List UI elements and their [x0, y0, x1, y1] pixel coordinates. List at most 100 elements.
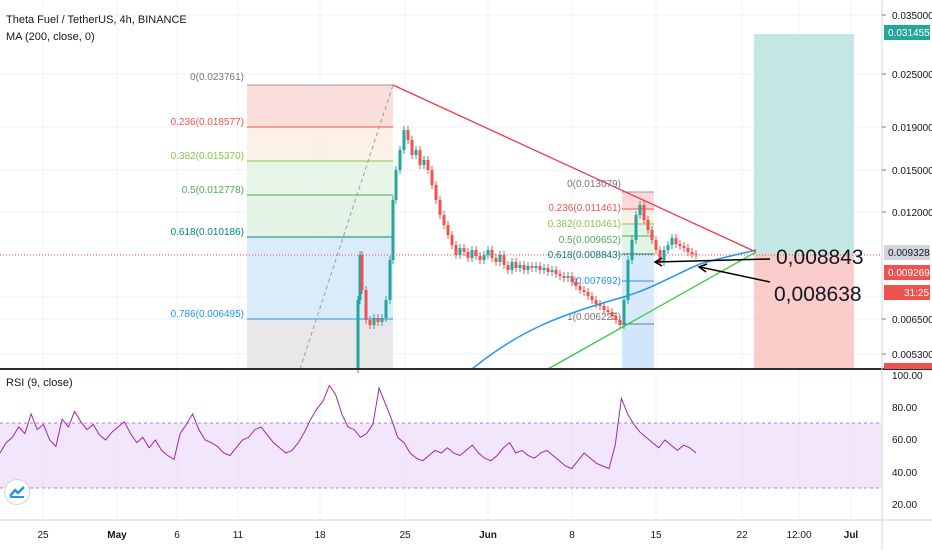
candle-body — [550, 270, 554, 272]
rsi-legend[interactable]: RSI (9, close) — [6, 377, 73, 389]
candle-body — [690, 252, 694, 254]
candle-body — [418, 150, 422, 165]
fib-left-618: 0.618(0.010186) — [171, 227, 244, 238]
price-tick-4: 0.015000 — [882, 166, 932, 177]
candle-body — [682, 246, 686, 248]
svg-text:31:25: 31:25 — [904, 288, 929, 299]
candle-body — [674, 238, 678, 244]
candle-body — [538, 266, 542, 270]
price-tick-3: 0.019000 — [882, 123, 932, 134]
candle-body — [506, 265, 510, 270]
candle-body — [638, 205, 642, 215]
candle-body — [678, 244, 682, 246]
candle-body — [546, 268, 550, 272]
svg-text:0.025000: 0.025000 — [892, 70, 932, 81]
svg-text:80.00: 80.00 — [892, 403, 917, 414]
fib-left-0: 0(0.023761) — [190, 72, 244, 83]
svg-text:0.015000: 0.015000 — [892, 166, 932, 177]
candle-body — [634, 215, 638, 240]
candle-body — [534, 266, 538, 268]
svg-text:0.031455: 0.031455 — [888, 28, 930, 39]
candle-body — [446, 225, 450, 235]
ma-price-badge — [884, 265, 930, 280]
candle-body — [406, 130, 410, 140]
svg-text:0.012000: 0.012000 — [892, 208, 932, 219]
candle-body — [562, 276, 566, 278]
candle-body — [574, 282, 578, 286]
candle-body — [422, 160, 426, 165]
rsi-axis[interactable]: 100.00 80.00 60.00 40.00 20.00 — [892, 371, 923, 511]
candle-body — [666, 245, 670, 250]
candle-body — [618, 320, 622, 325]
candle-body — [510, 262, 514, 270]
candle-body — [391, 200, 395, 260]
annotation-upper: 0,008843 — [776, 246, 864, 269]
candle-body — [402, 130, 406, 150]
candle-body — [450, 235, 454, 245]
candle-body — [442, 215, 446, 225]
candle-body — [364, 290, 368, 320]
long-position-tool[interactable] — [754, 34, 854, 369]
fib-left-382: 0.382(0.015370) — [171, 151, 244, 162]
candle-body — [434, 185, 438, 200]
candle-body — [358, 255, 362, 300]
candle-body — [388, 260, 392, 300]
candle-body — [502, 255, 506, 265]
time-tick: 22 — [736, 530, 748, 541]
candle-body — [610, 312, 614, 316]
candle-body — [384, 300, 388, 318]
candle-body — [630, 240, 634, 260]
fib-right-1: 1(0.006225) — [567, 312, 621, 323]
candle-body — [522, 265, 526, 270]
candle-body — [594, 300, 598, 304]
time-tick: 15 — [650, 530, 662, 541]
time-tick: 12:00 — [786, 530, 811, 541]
candle-body — [658, 250, 662, 262]
candle-body — [586, 292, 590, 296]
price-tick-2: 0.025000 — [882, 70, 932, 81]
candle-body — [642, 205, 646, 220]
candle-body — [438, 200, 442, 215]
price-tick-5: 0.012000 — [882, 208, 932, 219]
tradingview-logo[interactable] — [5, 480, 29, 504]
candle-body — [478, 256, 482, 260]
candle-body — [466, 252, 470, 258]
fib-retracement-left[interactable]: 0(0.023761) 0.236(0.018577) 0.382(0.0153… — [171, 72, 394, 370]
candle-body — [518, 265, 522, 268]
time-axis[interactable]: 25 May 6 11 18 25 Jun 8 15 22 12:00 Jul — [37, 530, 858, 541]
candle-body — [376, 318, 380, 322]
candle-body — [614, 316, 618, 320]
descending-trendline[interactable] — [392, 84, 757, 253]
candle-body — [542, 268, 546, 270]
annotation-lower: 0,008638 — [774, 283, 862, 306]
countdown-badge — [884, 285, 930, 300]
candle-body — [394, 170, 398, 200]
candle-body — [454, 245, 458, 255]
candle-body — [554, 270, 558, 274]
fib-right-382: 0.382(0.010461) — [548, 219, 621, 230]
fib-right-0: 0(0.013079) — [567, 179, 621, 190]
candle-body — [662, 250, 666, 262]
candle-body — [694, 254, 698, 255]
time-tick: Jun — [479, 530, 497, 541]
fib-right-5: 0.5(0.009652) — [559, 235, 621, 246]
candle-body — [410, 140, 414, 155]
candle-body — [526, 266, 530, 270]
candle-body — [582, 290, 586, 292]
candle-body — [356, 300, 360, 369]
candle-body — [430, 170, 434, 185]
candle-body — [494, 258, 498, 262]
annotation-arrows[interactable]: 0,008843 0,008638 — [653, 246, 864, 306]
time-tick: 11 — [233, 530, 244, 541]
svg-text:0.005300: 0.005300 — [892, 350, 932, 361]
target-price-badge — [884, 25, 930, 40]
symbol-legend[interactable]: Theta Fuel / TetherUS, 4h, BINANCE — [6, 14, 187, 26]
candle-body — [482, 255, 486, 260]
rsi-pane[interactable] — [0, 384, 882, 489]
ma-legend[interactable]: MA (200, close, 0) — [6, 31, 95, 43]
time-tick: 18 — [314, 530, 326, 541]
candle-body — [650, 230, 654, 240]
